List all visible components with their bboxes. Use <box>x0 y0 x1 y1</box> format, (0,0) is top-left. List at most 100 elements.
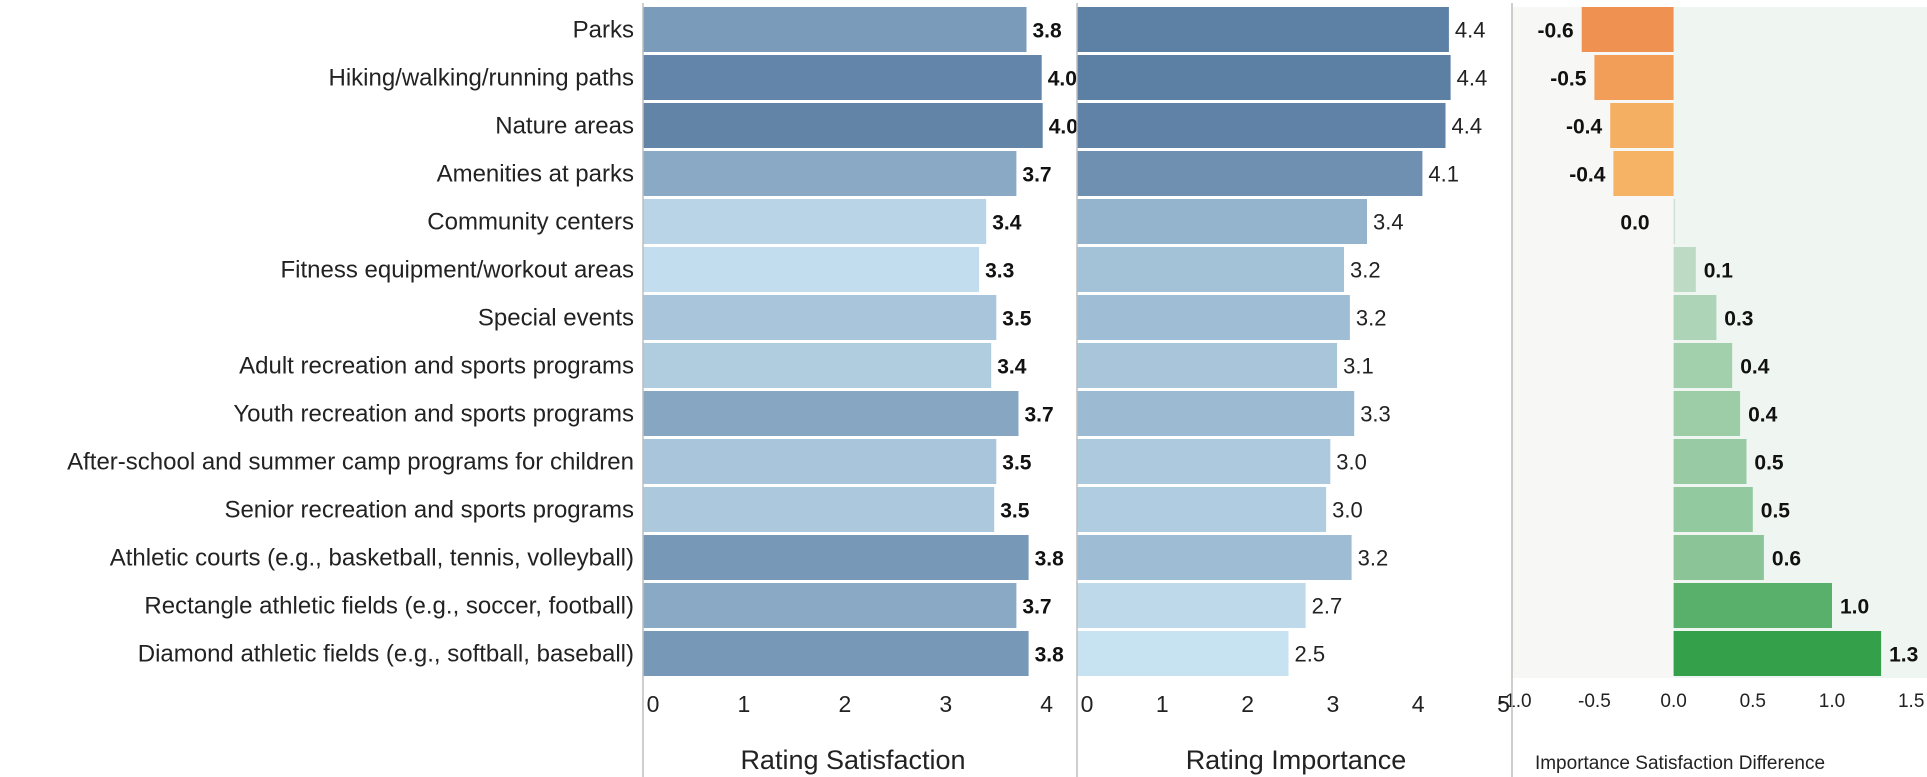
satisfaction-bar-nature-areas <box>643 103 1043 148</box>
importance-axis-ticks: 0 1 2 3 4 5 <box>1081 691 1510 717</box>
importance-bar-community-centers <box>1077 199 1367 244</box>
satisfaction-bar-diamond-athletic-fields-e-g-softball-baseball <box>643 631 1029 676</box>
importance-value-label-adult-recreation-and-sports-programs: 3.1 <box>1343 354 1374 379</box>
satisfaction-panel: 3.8 4.0 4.0 3.7 3.4 3.3 3.5 3.4 3.7 3.5 3.5 3.8 3.7 3… <box>643 7 1078 775</box>
difference-value-label-senior-recreation-and-sports-programs: 0.5 <box>1761 500 1791 523</box>
importance-bar-amenities-at-parks <box>1077 151 1423 196</box>
satisfaction-value-label-athletic-courts-e-g-basketball-tennis-volleyball: 3.8 <box>1035 548 1065 571</box>
satisfaction-tick-label: 1 <box>738 691 751 717</box>
satisfaction-value-label-diamond-athletic-fields-e-g-softball-baseball: 3.8 <box>1035 644 1065 667</box>
satisfaction-value-label-special-events: 3.5 <box>1002 308 1032 331</box>
satisfaction-bar-amenities-at-parks <box>643 151 1017 196</box>
satisfaction-value-label-after-school-and-summer-camp-programs-for-children: 3.5 <box>1002 452 1032 475</box>
importance-value-label-community-centers: 3.4 <box>1373 210 1404 235</box>
importance-tick-label: 4 <box>1412 691 1425 717</box>
difference-value-label-rectangle-athletic-fields-e-g-soccer-football: 1.0 <box>1840 596 1869 619</box>
importance-value-label-fitness-equipment-workout-areas: 3.2 <box>1350 258 1381 283</box>
difference-value-label-community-centers: 0.0 <box>1620 212 1649 235</box>
satisfaction-tick-label: 3 <box>939 691 952 717</box>
satisfaction-value-label-hiking-walking-running-paths: 4.0 <box>1048 68 1077 91</box>
difference-value-label-parks: -0.6 <box>1538 20 1574 43</box>
category-label-community-centers: Community centers <box>427 209 634 236</box>
category-label-senior-recreation-and-sports-programs: Senior recreation and sports programs <box>224 497 634 524</box>
importance-value-label-after-school-and-summer-camp-programs-for-children: 3.0 <box>1336 450 1367 475</box>
importance-bar-nature-areas <box>1077 103 1446 148</box>
difference-tick-label: 1.0 <box>1819 691 1845 712</box>
importance-value-label-nature-areas: 4.4 <box>1452 114 1483 139</box>
satisfaction-bar-parks <box>643 7 1027 52</box>
satisfaction-tick-label: 0 <box>647 691 660 717</box>
difference-bar-youth-recreation-and-sports-programs <box>1673 391 1741 436</box>
category-label-hiking-walking-running-paths: Hiking/walking/running paths <box>328 65 634 92</box>
satisfaction-tick-label: 4 <box>1040 691 1053 717</box>
satisfaction-bar-special-events <box>643 295 997 340</box>
category-label-diamond-athletic-fields-e-g-softball-baseball: Diamond athletic fields (e.g., softball,… <box>138 641 634 668</box>
importance-value-label-rectangle-athletic-fields-e-g-soccer-football: 2.7 <box>1312 594 1343 619</box>
difference-value-label-athletic-courts-e-g-basketball-tennis-volleyball: 0.6 <box>1772 548 1801 571</box>
difference-bar-special-events <box>1673 295 1717 340</box>
difference-bar-fitness-equipment-workout-areas <box>1673 247 1696 292</box>
difference-axis-title: Importance Satisfaction Difference <box>1535 753 1825 774</box>
satisfaction-value-label-youth-recreation-and-sports-programs: 3.7 <box>1025 404 1054 427</box>
importance-bar-youth-recreation-and-sports-programs <box>1077 391 1355 436</box>
satisfaction-value-label-nature-areas: 4.0 <box>1049 116 1078 139</box>
category-label-parks: Parks <box>573 17 634 44</box>
category-label-special-events: Special events <box>478 305 634 332</box>
difference-value-label-nature-areas: -0.4 <box>1566 116 1603 139</box>
importance-bars: 4.4 4.4 4.4 4.1 3.4 3.2 3.2 3.1 3.3 3.0 3.0 3.2 2.7 2… <box>1077 7 1487 676</box>
difference-bar-athletic-courts-e-g-basketball-tennis-volleyball <box>1673 535 1764 580</box>
satisfaction-bars: 3.8 4.0 4.0 3.7 3.4 3.3 3.5 3.4 3.7 3.5 3.5 3.8 3.7 3… <box>643 7 1078 676</box>
satisfaction-value-label-community-centers: 3.4 <box>992 212 1022 235</box>
difference-bar-community-centers <box>1673 199 1676 244</box>
difference-tick-label: 0.0 <box>1660 691 1686 712</box>
satisfaction-bar-after-school-and-summer-camp-programs-for-children <box>643 439 997 484</box>
importance-tick-label: 1 <box>1156 691 1169 717</box>
importance-bar-senior-recreation-and-sports-programs <box>1077 487 1327 532</box>
category-label-youth-recreation-and-sports-programs: Youth recreation and sports programs <box>233 401 634 428</box>
satisfaction-bar-hiking-walking-running-paths <box>643 55 1042 100</box>
category-label-rectangle-athletic-fields-e-g-soccer-football: Rectangle athletic fields (e.g., soccer,… <box>144 593 634 620</box>
satisfaction-value-label-adult-recreation-and-sports-programs: 3.4 <box>997 356 1027 379</box>
difference-bar-after-school-and-summer-camp-programs-for-children <box>1673 439 1747 484</box>
difference-bars: -0.6 -0.5 -0.4 -0.4 0.0 0.1 0.3 0.4 0.4 0.5 0.5 0.6… <box>1538 7 1918 676</box>
difference-value-label-youth-recreation-and-sports-programs: 0.4 <box>1748 404 1778 427</box>
difference-tick-label: 0.5 <box>1740 691 1766 712</box>
satisfaction-value-label-parks: 3.8 <box>1033 20 1063 43</box>
importance-bar-hiking-walking-running-paths <box>1077 55 1451 100</box>
difference-tick-label: -1.0 <box>1499 691 1532 712</box>
difference-bar-hiking-walking-running-paths <box>1594 55 1674 100</box>
category-label-adult-recreation-and-sports-programs: Adult recreation and sports programs <box>239 353 634 380</box>
difference-value-label-fitness-equipment-workout-areas: 0.1 <box>1704 260 1734 283</box>
category-label-nature-areas: Nature areas <box>495 113 634 140</box>
satisfaction-bar-athletic-courts-e-g-basketball-tennis-volleyball <box>643 535 1029 580</box>
satisfaction-bar-fitness-equipment-workout-areas <box>643 247 980 292</box>
importance-value-label-special-events: 3.2 <box>1356 306 1387 331</box>
importance-bar-after-school-and-summer-camp-programs-for-children <box>1077 439 1331 484</box>
importance-bar-athletic-courts-e-g-basketball-tennis-volleyball <box>1077 535 1352 580</box>
difference-tick-label: -0.5 <box>1578 691 1611 712</box>
importance-value-label-diamond-athletic-fields-e-g-softball-baseball: 2.5 <box>1295 642 1326 667</box>
satisfaction-bar-adult-recreation-and-sports-programs <box>643 343 992 388</box>
importance-value-label-parks: 4.4 <box>1455 18 1486 43</box>
difference-axis-ticks: -1.0 -0.5 0.0 0.5 1.0 1.5 <box>1499 691 1925 712</box>
category-label-amenities-at-parks: Amenities at parks <box>437 161 634 188</box>
difference-panel: -0.6 -0.5 -0.4 -0.4 0.0 0.1 0.3 0.4 0.4 0.5 0.5 0.6… <box>1499 7 1925 774</box>
difference-value-label-after-school-and-summer-camp-programs-for-children: 0.5 <box>1754 452 1784 475</box>
difference-bar-nature-areas <box>1610 103 1674 148</box>
difference-value-label-hiking-walking-running-paths: -0.5 <box>1550 68 1587 91</box>
satisfaction-bar-rectangle-athletic-fields-e-g-soccer-football <box>643 583 1017 628</box>
importance-value-label-athletic-courts-e-g-basketball-tennis-volleyball: 3.2 <box>1358 546 1389 571</box>
importance-value-label-youth-recreation-and-sports-programs: 3.3 <box>1360 402 1391 427</box>
difference-value-label-amenities-at-parks: -0.4 <box>1569 164 1606 187</box>
difference-value-label-special-events: 0.3 <box>1724 308 1753 331</box>
category-label-after-school-and-summer-camp-programs-for-children: After-school and summer camp programs fo… <box>67 449 634 476</box>
importance-tick-label: 3 <box>1327 691 1340 717</box>
importance-bar-parks <box>1077 7 1449 52</box>
category-label-athletic-courts-e-g-basketball-tennis-volleyball: Athletic courts (e.g., basketball, tenni… <box>110 545 634 572</box>
satisfaction-value-label-amenities-at-parks: 3.7 <box>1022 164 1051 187</box>
importance-bar-adult-recreation-and-sports-programs <box>1077 343 1338 388</box>
difference-value-label-diamond-athletic-fields-e-g-softball-baseball: 1.3 <box>1889 644 1918 667</box>
importance-bar-fitness-equipment-workout-areas <box>1077 247 1344 292</box>
difference-bar-diamond-athletic-fields-e-g-softball-baseball <box>1673 631 1882 676</box>
